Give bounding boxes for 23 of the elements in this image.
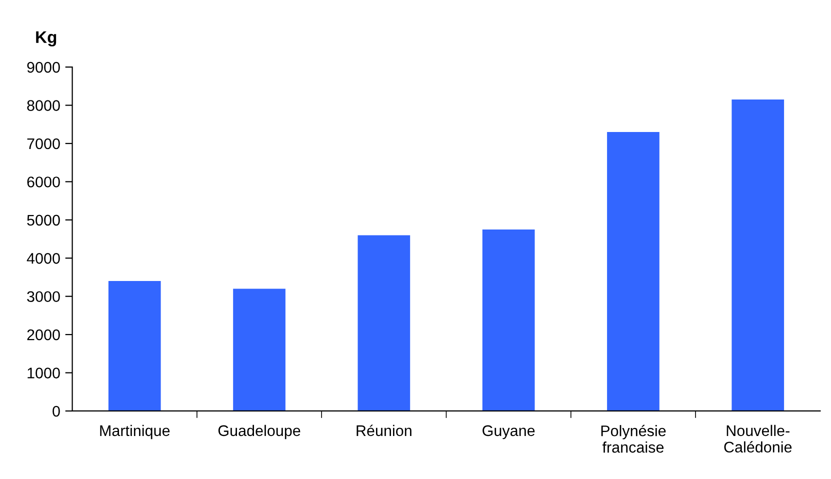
y-tick-label: 6000 (27, 176, 60, 188)
bar (482, 229, 535, 411)
x-tick-label: Martinique (100, 424, 170, 440)
y-tick-label: 5000 (27, 214, 60, 226)
y-tick-label: 2000 (27, 329, 60, 340)
bar (233, 288, 286, 411)
bar (358, 235, 410, 411)
y-tick-label: 3000 (27, 291, 60, 302)
y-tick-label: 7000 (27, 138, 60, 150)
bar (607, 132, 660, 411)
x-tick-label: Guyane (482, 425, 535, 440)
x-tick-label: Réunion (356, 424, 412, 436)
y-tick-label: 4000 (26, 252, 60, 264)
y-axis-title: Kg (36, 31, 56, 46)
bar (108, 281, 161, 411)
y-tick-label: 8000 (27, 100, 60, 111)
bar (732, 100, 784, 411)
y-tick-label: 1000 (28, 368, 60, 378)
x-tick-label: Guadeloupe (218, 424, 300, 440)
x-tick-label: Nouvelle- Calédonie (724, 424, 792, 453)
y-tick-label: 9000 (27, 62, 60, 73)
y-tick-label: 0 (52, 406, 60, 417)
x-tick-label: Polynésie francaise (601, 424, 666, 453)
